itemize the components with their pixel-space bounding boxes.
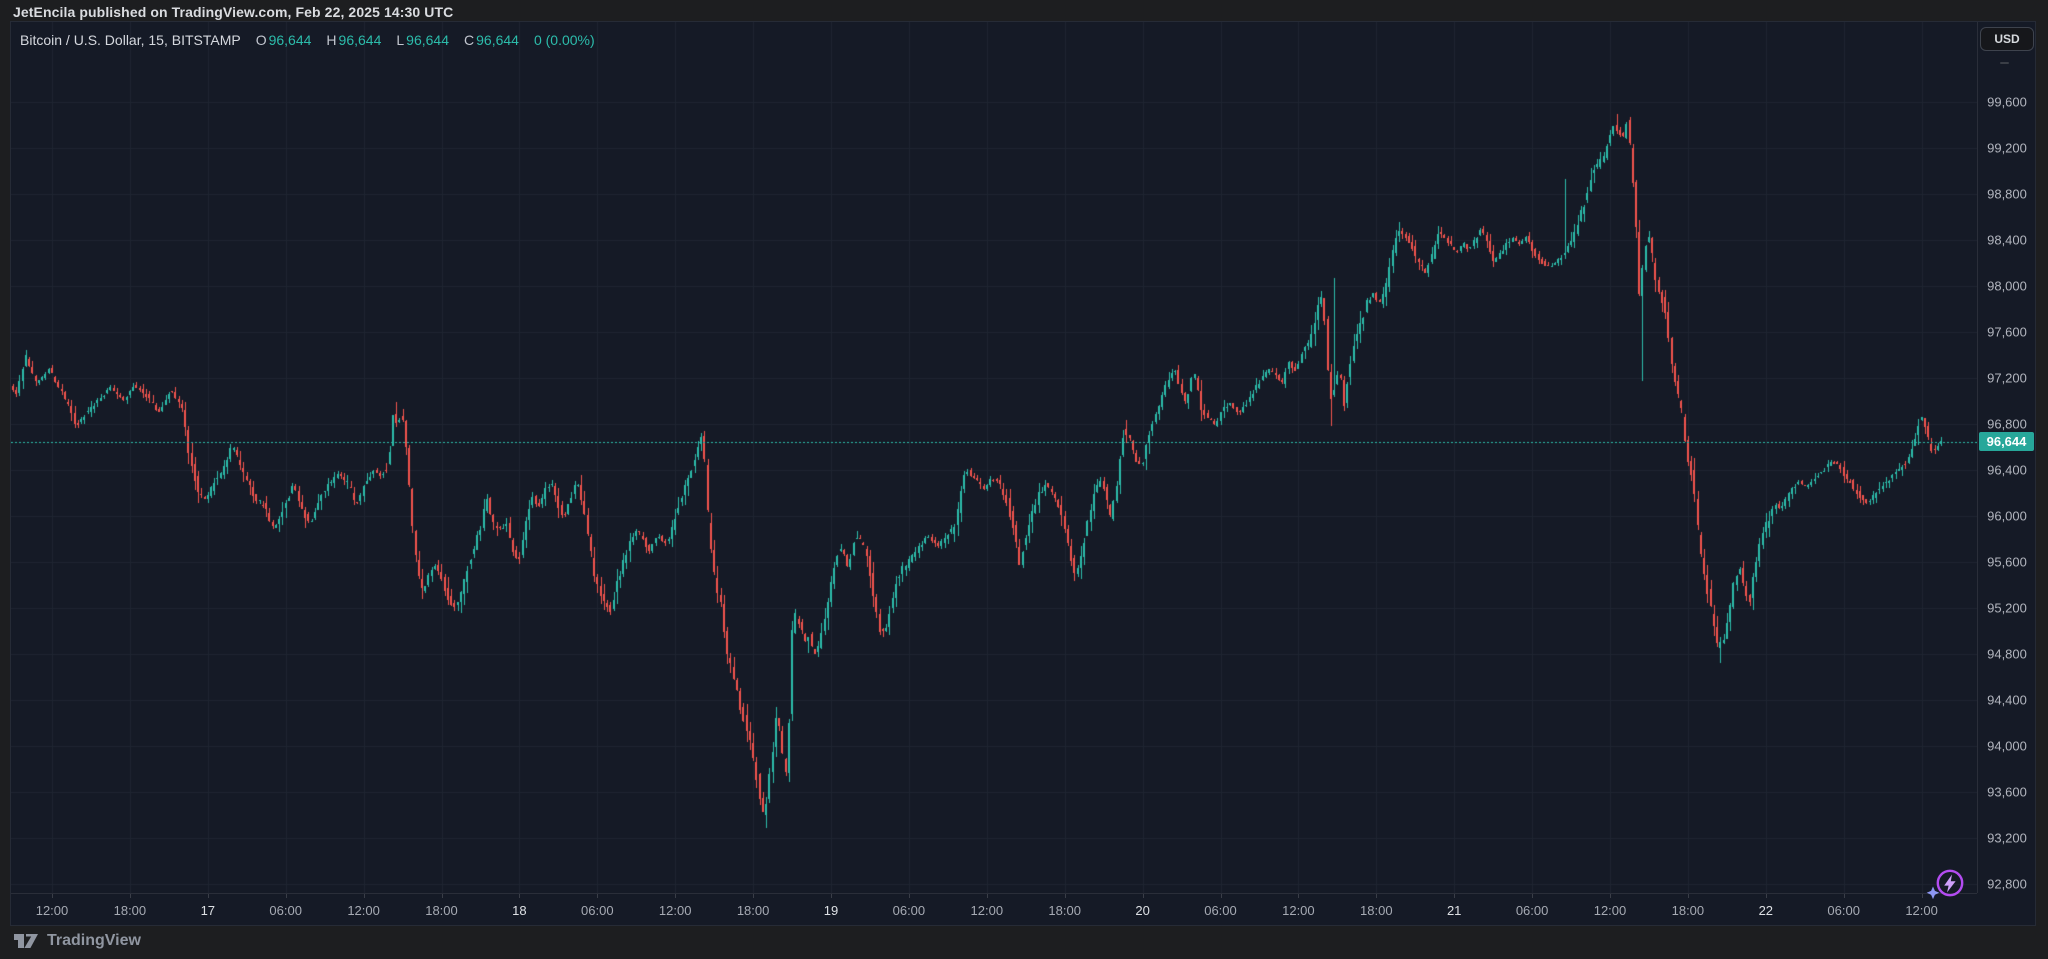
x-axis-tick	[1143, 894, 1144, 898]
x-axis-tick	[1454, 894, 1455, 898]
x-axis-tick	[208, 894, 209, 898]
lightning-badge-icon[interactable]	[1926, 866, 1966, 906]
x-axis-tick	[1065, 894, 1066, 898]
x-axis-tick	[909, 894, 910, 898]
x-axis-label: 18:00	[1048, 903, 1081, 918]
x-axis-label: 12:00	[1905, 903, 1938, 918]
x-axis-tick	[1610, 894, 1611, 898]
x-axis-label: 18:00	[113, 903, 147, 918]
x-axis-tick	[1766, 894, 1767, 898]
x-axis-label: 18:00	[1671, 903, 1705, 918]
tradingview-logo-icon	[14, 933, 38, 948]
y-axis-label: 94,400	[1987, 692, 2027, 708]
x-axis-label: 06:00	[1827, 903, 1860, 918]
y-axis-label: 96,000	[1987, 508, 2027, 524]
currency-unit-button[interactable]: USD	[1980, 27, 2034, 51]
last-price-badge: 96,644	[1979, 432, 2034, 451]
ohlc-high: H 96,644	[326, 32, 382, 48]
y-axis-label: 96,800	[1987, 416, 2027, 432]
x-axis-label: 22	[1758, 903, 1774, 918]
x-axis-tick	[1844, 894, 1845, 898]
price-change: 0 (0.00%)	[533, 32, 595, 48]
y-axis-label: 94,800	[1987, 646, 2027, 662]
footer-brand[interactable]: TradingView	[13, 932, 141, 950]
y-axis-label: 95,200	[1987, 600, 2027, 616]
x-axis-label: 06:00	[1204, 903, 1237, 918]
x-axis-tick	[1688, 894, 1689, 898]
y-axis-label: 93,200	[1987, 830, 2027, 846]
y-axis-label: 98,800	[1987, 186, 2027, 202]
x-axis-tick	[831, 894, 832, 898]
y-axis-label: 97,200	[1987, 370, 2027, 386]
x-axis-label: 12:00	[1593, 903, 1627, 918]
x-axis-tick	[442, 894, 443, 898]
x-axis-tick	[52, 894, 53, 898]
x-axis-label: 18:00	[425, 903, 458, 918]
x-axis-tick	[286, 894, 287, 898]
candlestick-canvas[interactable]	[11, 22, 1977, 893]
x-axis-tick	[1376, 894, 1377, 898]
x-axis-label: 06:00	[892, 903, 926, 918]
x-axis-tick	[987, 894, 988, 898]
y-axis-label: 92,800	[1987, 876, 2027, 892]
y-axis-label: 99,600	[1987, 94, 2027, 110]
y-axis-label: 97,600	[1987, 324, 2027, 340]
x-axis-label: 20	[1135, 903, 1150, 918]
x-axis-label: 18	[512, 903, 527, 918]
x-axis-label: 06:00	[269, 903, 302, 918]
ohlc-close: C 96,644	[464, 32, 519, 48]
x-axis-label: 18:00	[736, 903, 770, 918]
x-axis-tick	[1922, 894, 1923, 898]
ohlc-low: L 96,644	[396, 32, 449, 48]
y-axis-label: 94,000	[1987, 738, 2027, 754]
y-axis-label: 95,600	[1987, 554, 2027, 570]
x-axis-label: 17	[200, 903, 216, 918]
scale-collapse-dash	[2000, 62, 2009, 64]
x-axis-tick	[364, 894, 365, 898]
y-axis-label: 98,000	[1987, 278, 2027, 294]
x-axis-label: 06:00	[581, 903, 614, 918]
x-axis-label: 21	[1446, 903, 1462, 918]
x-axis-tick	[753, 894, 754, 898]
chart-panel: Bitcoin / U.S. Dollar, 15, BITSTAMP O 96…	[10, 21, 2036, 926]
x-axis-tick	[1532, 894, 1533, 898]
x-axis-tick	[1298, 894, 1299, 898]
x-axis-tick	[130, 894, 131, 898]
x-axis-label: 18:00	[1360, 903, 1393, 918]
x-axis-tick	[519, 894, 520, 898]
x-axis-tick	[1221, 894, 1222, 898]
x-axis-label: 12:00	[970, 903, 1004, 918]
x-axis-label: 12:00	[1282, 903, 1315, 918]
y-axis-label: 96,400	[1987, 462, 2027, 478]
price-scale[interactable]: 96,644 99,600 99,200 98,800 98,400 98,000 97,…	[1977, 22, 2036, 893]
ohlc-open: O 96,644	[255, 32, 312, 48]
x-axis-tick	[597, 894, 598, 898]
x-axis-label: 19	[823, 903, 839, 918]
publish-attribution: JetEncila published on TradingView.com, …	[13, 4, 454, 20]
time-axis[interactable]: 12:00 18:00 17 06:00 12:00 18:00 18 06:00 12:00 1…	[11, 893, 1977, 927]
x-axis-label: 06:00	[1515, 903, 1549, 918]
tradingview-logo-text: TradingView	[47, 932, 141, 949]
y-axis-label: 93,600	[1987, 784, 2027, 800]
chart-plot-area[interactable]	[11, 22, 1977, 893]
x-axis-label: 12:00	[658, 903, 692, 918]
y-axis-label: 98,400	[1987, 232, 2027, 248]
x-axis-label: 12:00	[347, 903, 380, 918]
x-axis-tick	[675, 894, 676, 898]
y-axis-label: 99,200	[1987, 140, 2027, 156]
symbol-title: Bitcoin / U.S. Dollar, 15, BITSTAMP	[20, 32, 241, 48]
x-axis-label: 12:00	[35, 903, 69, 918]
symbol-info-bar: Bitcoin / U.S. Dollar, 15, BITSTAMP O 96…	[20, 32, 595, 48]
